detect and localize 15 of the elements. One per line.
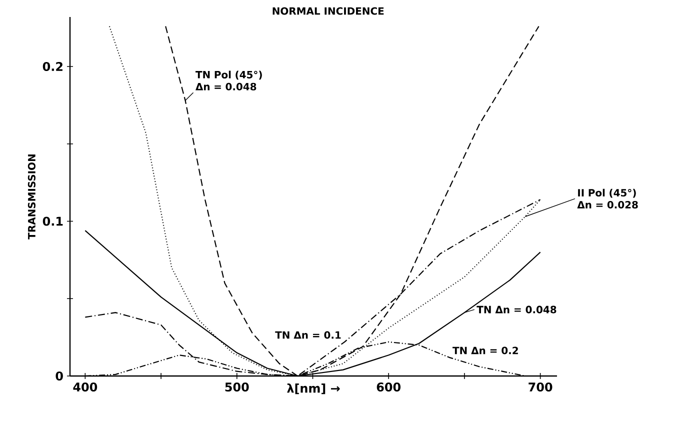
series-label: TN Pol (45°) Δn = 0.048 <box>196 70 262 90</box>
legend-label: TN Δn = 0.048 <box>476 306 556 314</box>
x-tick-label: 600 <box>376 382 401 392</box>
text: II Pol (45°) Δn = 0.028 <box>577 188 638 209</box>
series-label: TN Δn = 0.1 <box>275 331 341 339</box>
y-axis-title: TRANSMISSION <box>28 154 36 240</box>
x-tick-label: 500 <box>225 382 249 392</box>
y-tick-label: 0 <box>56 371 63 381</box>
y-tick-label: 0.1 <box>42 216 63 226</box>
x-tick-label: 400 <box>73 382 98 392</box>
x-axis-title: λ[nm] → <box>287 384 340 394</box>
y-tick-label: 0.2 <box>42 62 62 72</box>
series-label: TN Δn = 0.2 <box>452 346 518 354</box>
chart-title: NORMAL INCIDENCE <box>272 7 384 15</box>
x-tick-label: 700 <box>528 382 552 392</box>
